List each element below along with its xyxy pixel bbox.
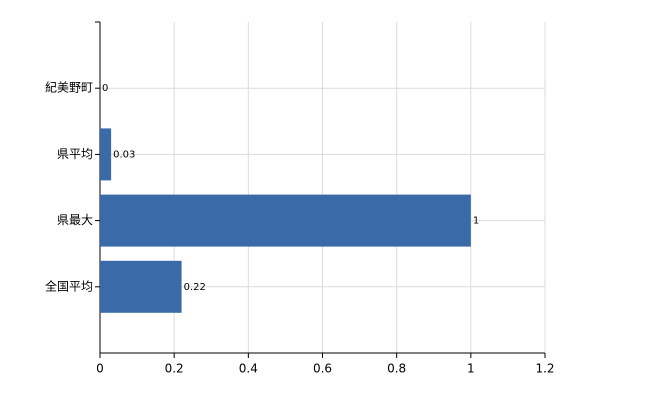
x-tick-label: 0.4 bbox=[239, 362, 258, 376]
value-label: 0 bbox=[102, 83, 108, 94]
x-tick-label: 0 bbox=[96, 362, 104, 376]
value-label: 0.03 bbox=[113, 149, 135, 160]
y-tick-label: 県最大 bbox=[57, 213, 93, 227]
y-tick-label: 紀美野町 bbox=[45, 81, 93, 95]
bar bbox=[100, 128, 112, 181]
y-tick-label: 県平均 bbox=[57, 147, 93, 161]
value-label: 1 bbox=[473, 216, 479, 227]
x-tick-label: 1 bbox=[467, 362, 475, 376]
x-tick-label: 0.8 bbox=[387, 362, 406, 376]
x-tick-label: 0.6 bbox=[313, 362, 332, 376]
x-tick-label: 0.2 bbox=[165, 362, 184, 376]
value-label: 0.22 bbox=[184, 282, 206, 293]
x-tick-label: 1.2 bbox=[535, 362, 554, 376]
y-tick-label: 全国平均 bbox=[45, 278, 93, 293]
bar bbox=[100, 260, 182, 313]
bar bbox=[100, 194, 471, 247]
